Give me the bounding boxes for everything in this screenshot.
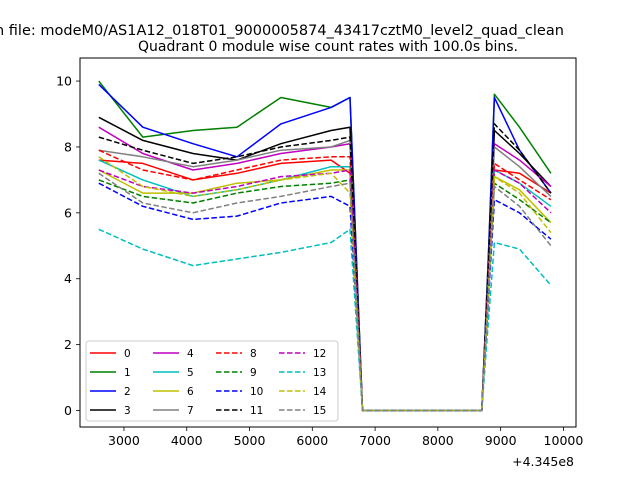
x-tick-label: 5000: [234, 433, 266, 448]
legend-label-9: 9: [250, 367, 257, 379]
x-tick-label: 4000: [171, 433, 203, 448]
series-line-12: [98, 169, 552, 412]
series-line-14: [98, 156, 552, 412]
x-tick-label: 7000: [359, 433, 391, 448]
y-tick-label: 8: [64, 139, 72, 154]
legend-label-10: 10: [250, 386, 263, 398]
series-layer: [98, 80, 552, 412]
figure-suptitle: n file: modeM0/AS1A12_018T01_9000005874_…: [0, 23, 564, 39]
legend-label-5: 5: [187, 367, 194, 379]
x-tick-label: 10000: [544, 433, 584, 448]
legend-label-1: 1: [124, 367, 131, 379]
y-tick-label: 0: [64, 403, 72, 418]
y-tick-label: 2: [64, 337, 72, 352]
legend-label-13: 13: [313, 367, 326, 379]
legend-label-11: 11: [250, 405, 263, 417]
y-axis: 0 2 4 6 8 10: [56, 74, 80, 418]
y-tick-label: 6: [64, 205, 72, 220]
legend-label-7: 7: [187, 405, 194, 417]
x-tick-label: 3000: [108, 433, 140, 448]
legend-label-12: 12: [313, 348, 326, 360]
x-offset-label: +4.345e8: [512, 454, 574, 469]
legend-label-6: 6: [187, 386, 194, 398]
series-line-2: [98, 83, 552, 412]
chart-title: Quadrant 0 module wise count rates with …: [138, 39, 518, 55]
x-tick-label: 9000: [485, 433, 517, 448]
legend-label-4: 4: [187, 348, 194, 360]
legend-label-8: 8: [250, 348, 257, 360]
series-line-11: [98, 123, 552, 412]
x-axis: 3000 4000 5000 6000 7000 8000 9000 10000: [108, 427, 583, 448]
y-tick-label: 4: [64, 271, 72, 286]
x-tick-label: 8000: [422, 433, 454, 448]
legend-label-2: 2: [124, 386, 131, 398]
legend-label-14: 14: [313, 386, 327, 398]
legend-label-0: 0: [124, 348, 131, 360]
legend-label-3: 3: [124, 405, 131, 417]
series-line-15: [98, 172, 552, 412]
series-line-8: [98, 149, 552, 412]
series-line-13: [98, 228, 552, 412]
x-tick-label: 6000: [296, 433, 328, 448]
y-tick-label: 10: [56, 74, 72, 89]
plot-frame: [79, 57, 577, 428]
legend-box: [85, 340, 339, 422]
legend-label-15: 15: [313, 405, 326, 417]
